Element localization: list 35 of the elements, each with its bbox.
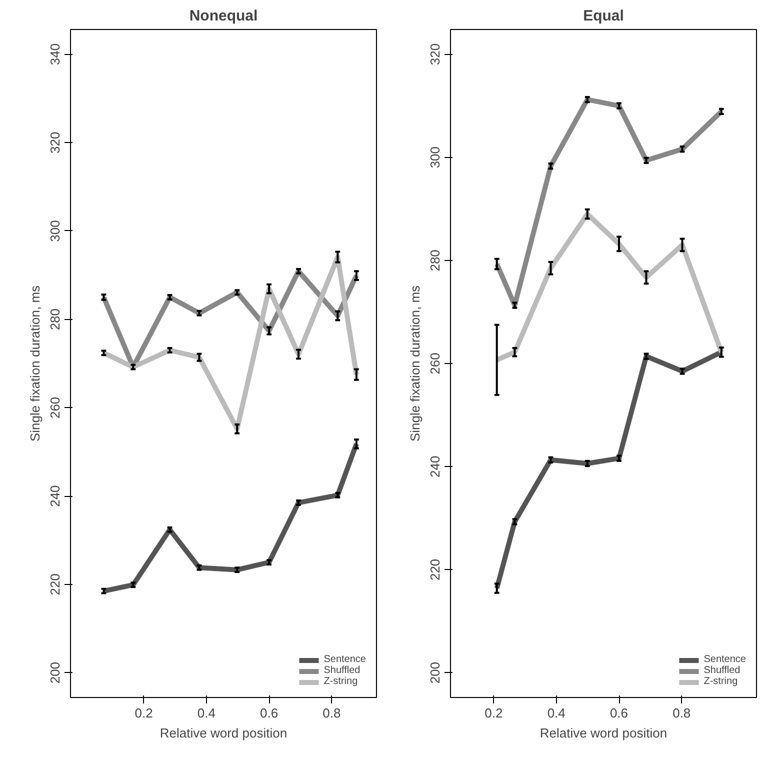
x-tick-label: 0.8 <box>672 706 691 720</box>
x-tick-label: 0.2 <box>134 706 153 720</box>
legend-label: Sentence <box>324 654 366 665</box>
y-tick-label: 320 <box>428 43 442 66</box>
y-tick-label: 340 <box>48 43 62 66</box>
y-tick-label: 220 <box>48 574 62 596</box>
legend-label: Z-string <box>704 676 738 687</box>
y-tick-label: 300 <box>48 220 62 242</box>
x-tick-label: 0.4 <box>197 706 216 720</box>
y-tick-label: 240 <box>428 456 442 478</box>
legend-label: Shuffled <box>704 665 740 676</box>
x-axis-title: Relative word position <box>160 726 288 740</box>
y-tick-label: 220 <box>428 558 442 581</box>
y-tick-label: 280 <box>428 250 442 272</box>
y-axis-title: Single fixation duration, ms <box>28 284 42 442</box>
x-tick-label: 0.4 <box>547 706 566 720</box>
y-tick-label: 200 <box>48 662 62 684</box>
x-tick-label: 0.6 <box>610 706 628 720</box>
legend-label: Shuffled <box>324 665 360 676</box>
y-axis-title: Single fixation duration, ms <box>408 284 422 442</box>
y-tick-label: 300 <box>428 146 442 168</box>
x-tick-label: 0.8 <box>322 706 341 720</box>
x-tick-label: 0.2 <box>484 706 503 720</box>
y-tick-label: 200 <box>428 662 442 684</box>
y-tick-label: 240 <box>48 485 62 507</box>
y-tick-label: 320 <box>48 132 62 154</box>
y-tick-label: 260 <box>428 352 442 374</box>
legend-label: Sentence <box>704 654 746 665</box>
x-tick-label: 0.6 <box>260 706 278 720</box>
chart-title: Equal <box>583 8 624 24</box>
x-axis-title: Relative word position <box>540 726 668 740</box>
legend-label: Z-string <box>324 676 358 687</box>
chart-title: Nonequal <box>189 8 258 24</box>
y-tick-label: 260 <box>48 396 62 419</box>
y-tick-label: 280 <box>48 308 62 330</box>
